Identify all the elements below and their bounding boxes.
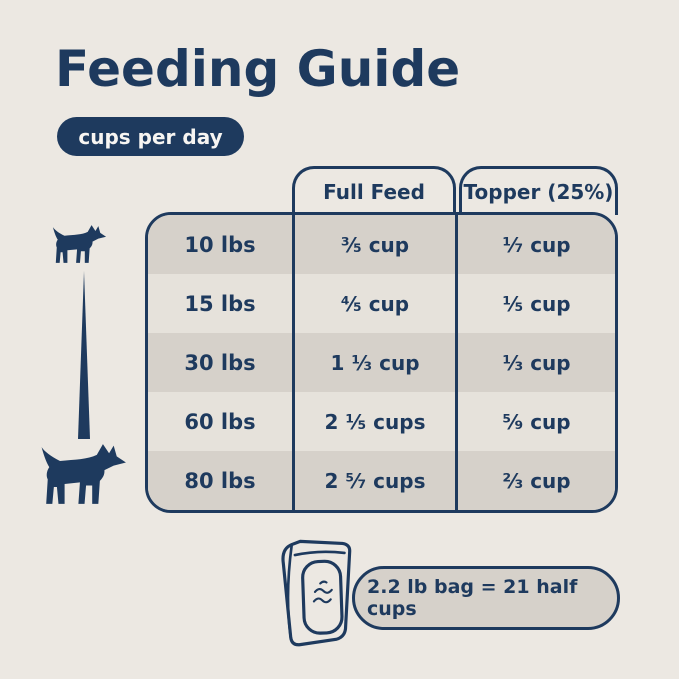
table-row: 60 lbs 2 ¹⁄₅ cups ⁵⁄₉ cup <box>148 392 615 451</box>
column-header-topper: Topper (25%) <box>459 166 618 215</box>
table-row: 15 lbs ⁴⁄₅ cup ¹⁄₅ cup <box>148 274 615 333</box>
table-row: 30 lbs 1 ¹⁄₃ cup ¹⁄₃ cup <box>148 333 615 392</box>
bag-note-pill: 2.2 lb bag = 21 half cups <box>352 566 620 630</box>
bag-note-label: 2.2 lb bag = 21 half cups <box>367 576 578 620</box>
weight-cell: 15 lbs <box>184 291 256 316</box>
weight-cell: 30 lbs <box>184 350 256 375</box>
topper-cell: ⁵⁄₉ cup <box>502 409 571 434</box>
table-row: 10 lbs ³⁄₅ cup ¹⁄₇ cup <box>148 215 615 274</box>
column-divider <box>292 215 295 510</box>
topper-cell: ¹⁄₇ cup <box>502 232 571 257</box>
full-feed-cell: 2 ¹⁄₅ cups <box>324 409 426 434</box>
topper-cell: ²⁄₃ cup <box>502 468 571 493</box>
column-header-label: Topper (25%) <box>463 180 614 204</box>
column-divider <box>455 215 458 510</box>
topper-cell: ¹⁄₃ cup <box>502 350 571 375</box>
column-header-full-feed: Full Feed <box>292 166 456 215</box>
badge-label: cups per day <box>78 124 223 149</box>
size-scale-triangle-icon <box>78 271 90 439</box>
page-title: Feeding Guide <box>55 40 461 98</box>
small-dog-icon <box>52 225 107 263</box>
cups-per-day-badge: cups per day <box>57 117 244 156</box>
food-bag-icon <box>281 539 352 647</box>
feeding-table: 10 lbs ³⁄₅ cup ¹⁄₇ cup 15 lbs ⁴⁄₅ cup ¹⁄… <box>145 212 618 513</box>
topper-cell: ¹⁄₅ cup <box>502 291 571 316</box>
full-feed-cell: 1 ¹⁄₃ cup <box>330 350 420 375</box>
full-feed-cell: ⁴⁄₅ cup <box>340 291 410 316</box>
column-header-label: Full Feed <box>323 180 425 204</box>
weight-cell: 10 lbs <box>184 232 256 257</box>
weight-cell: 60 lbs <box>184 409 256 434</box>
large-dog-icon <box>41 444 126 504</box>
full-feed-cell: 2 ⁵⁄₇ cups <box>324 468 426 493</box>
full-feed-cell: ³⁄₅ cup <box>340 232 410 257</box>
table-row: 80 lbs 2 ⁵⁄₇ cups ²⁄₃ cup <box>148 451 615 510</box>
weight-cell: 80 lbs <box>184 468 256 493</box>
